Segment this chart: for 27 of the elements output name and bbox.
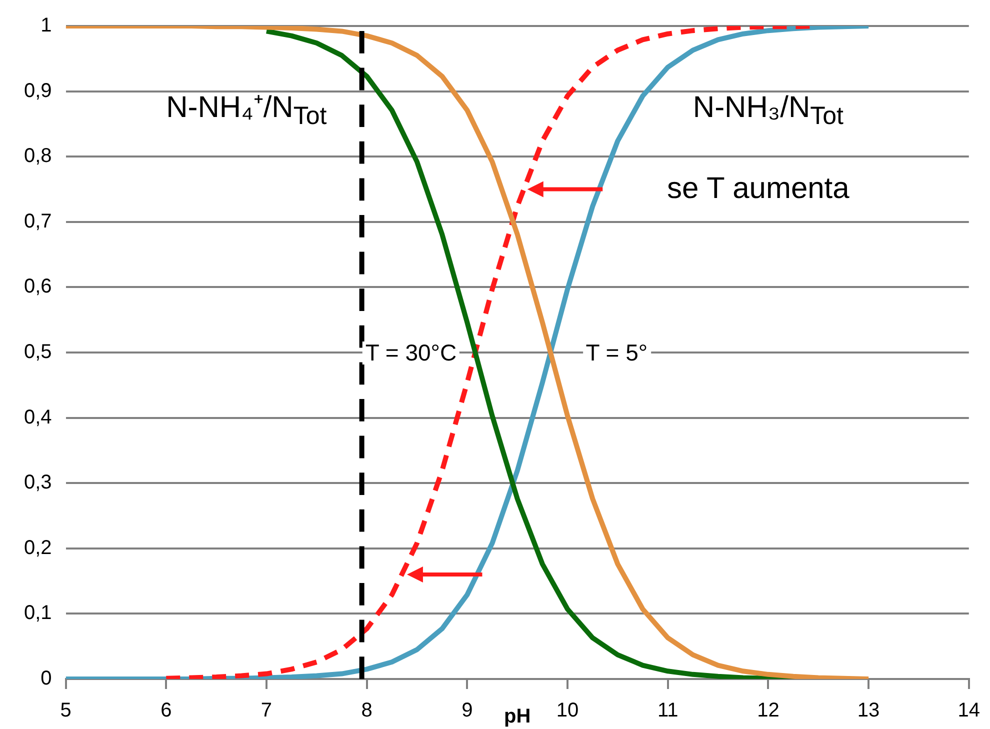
annotation: se T aumenta — [666, 172, 850, 206]
x-tick-label: 5 — [60, 700, 72, 722]
y-tick-label: 0,9 — [24, 80, 52, 102]
x-tick-label: 7 — [260, 700, 272, 722]
annotation: T = 5° — [582, 339, 651, 365]
y-tick-label: 0,7 — [24, 210, 52, 232]
y-tick-label: 0,5 — [24, 341, 52, 364]
y-tick-label: 0,3 — [24, 472, 52, 494]
y-tick-label: 0,8 — [24, 145, 52, 168]
x-tick-label: 11 — [657, 700, 678, 722]
y-tick-label: 0,4 — [24, 406, 52, 428]
annotation: N-NH₄⁺/N$_{Tot}$ — [166, 90, 327, 130]
x-tick-label: 14 — [958, 700, 980, 722]
x-tick-label: 13 — [857, 700, 880, 722]
y-tick-label: 1 — [40, 14, 52, 37]
x-tick-label: 9 — [462, 700, 473, 722]
x-tick-label: 6 — [160, 700, 172, 722]
annotation: T = 30°C — [362, 339, 460, 365]
x-axis-title: pH — [504, 706, 531, 728]
x-tick-label: 8 — [361, 700, 372, 722]
annotation: N-NH₃/N$_{Tot}$ — [692, 90, 844, 130]
y-tick-label: 0 — [40, 668, 52, 690]
x-tick-label: 12 — [757, 700, 780, 722]
x-tick-label: 10 — [556, 700, 579, 722]
y-tick-label: 0,6 — [24, 276, 52, 298]
y-tick-label: 0,1 — [24, 602, 52, 624]
y-tick-label: 0,2 — [24, 536, 52, 559]
